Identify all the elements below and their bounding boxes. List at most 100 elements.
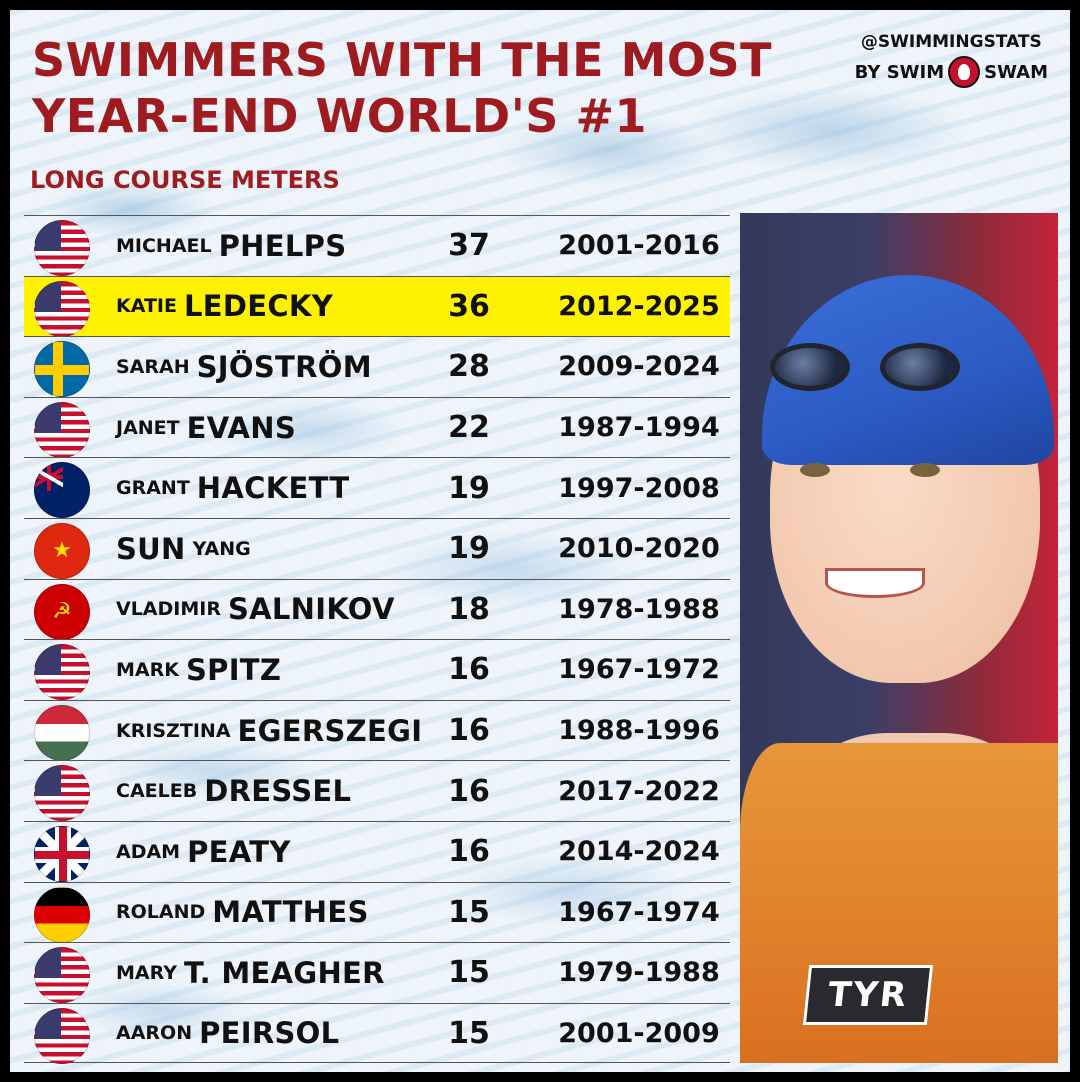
number-one-count: 19 xyxy=(448,531,490,567)
swimmer-first-name: MARK xyxy=(116,658,179,681)
swimmer-first-name: AARON xyxy=(116,1022,193,1045)
year-span: 1979-1988 xyxy=(558,957,720,989)
photo-eye-right xyxy=(910,463,940,477)
goggle-right-icon xyxy=(880,343,960,391)
swimmer-last-name: HACKETT xyxy=(196,471,350,506)
table-row: AARON PEIRSOL 15 2001-2009 xyxy=(24,1002,730,1064)
table-row: SARAH SJÖSTRÖM 28 2009-2024 xyxy=(24,336,730,398)
number-one-count: 37 xyxy=(448,228,490,264)
swimmer-last-name: SJÖSTRÖM xyxy=(196,349,372,384)
flag-hungary-icon xyxy=(34,704,90,761)
flag-usa-icon xyxy=(34,947,90,1004)
tyr-logo: TYR xyxy=(802,965,934,1025)
brand-by-text: BY SWIM xyxy=(854,61,945,83)
table-row: KATIE LEDECKY 36 2012-2025 xyxy=(24,275,730,337)
swimmer-first-name: ROLAND xyxy=(116,901,206,924)
number-one-count: 19 xyxy=(448,470,490,506)
number-one-count: 18 xyxy=(448,591,490,627)
number-one-count: 16 xyxy=(448,773,490,809)
flag-ussr-icon: ☭ xyxy=(34,583,90,640)
number-one-count: 22 xyxy=(448,410,490,446)
swimmer-name: ADAM PEATY xyxy=(116,822,291,882)
swimmer-last-name: PEIRSOL xyxy=(199,1016,340,1051)
swimmer-name: GRANT HACKETT xyxy=(116,458,349,518)
flag-usa-icon xyxy=(34,280,90,337)
number-one-count: 36 xyxy=(448,288,490,324)
page-subtitle: LONG COURSE METERS xyxy=(30,166,340,194)
swimmer-name: MARY T. MEAGHER xyxy=(116,943,385,1003)
table-row: ADAM PEATY 16 2014-2024 xyxy=(24,820,730,882)
swimmer-first-name: SARAH xyxy=(116,355,190,378)
table-row: MARK SPITZ 16 1967-1972 xyxy=(24,639,730,701)
table-row: ★ SUN YANG 19 2010-2020 xyxy=(24,517,730,579)
goggle-left-icon xyxy=(770,343,850,391)
swimmer-first-name: YANG xyxy=(192,537,251,560)
number-one-count: 15 xyxy=(448,1015,490,1051)
table-row: ☭ VLADIMIR SALNIKOV 18 1978-1988 xyxy=(24,578,730,640)
swimmer-name: JANET EVANS xyxy=(116,398,296,458)
year-span: 1997-2008 xyxy=(558,472,720,504)
number-one-count: 28 xyxy=(448,349,490,385)
flag-usa-icon xyxy=(34,401,90,458)
flag-gdr-icon xyxy=(34,886,90,943)
swimmer-last-name: SALNIKOV xyxy=(227,592,395,627)
flag-usa-icon xyxy=(34,765,90,822)
flag-usa-icon xyxy=(34,1007,90,1064)
swimmer-first-name: CAELEB xyxy=(116,780,198,803)
title-line-1: SWIMMERS WITH THE MOST xyxy=(32,33,772,87)
swimmer-name: SUN YANG xyxy=(116,519,251,579)
year-span: 1967-1974 xyxy=(558,896,720,928)
number-one-count: 15 xyxy=(448,894,490,930)
swimmer-first-name: ADAM xyxy=(116,840,181,863)
flag-australia-icon xyxy=(34,462,90,519)
swimmer-name: SARAH SJÖSTRÖM xyxy=(116,337,372,397)
swimmer-last-name: SUN xyxy=(116,531,186,566)
year-span: 1988-1996 xyxy=(558,715,720,747)
swimmer-photo: TYR xyxy=(740,213,1058,1063)
year-span: 2014-2024 xyxy=(558,836,720,868)
flag-sweden-icon xyxy=(34,341,90,398)
swimmer-name: MICHAEL PHELPS xyxy=(116,216,346,276)
number-one-count: 16 xyxy=(448,713,490,749)
brand-handle: @SWIMMINGSTATS xyxy=(860,32,1042,52)
swimswam-logo-icon xyxy=(948,56,981,88)
swimmer-name: ROLAND MATTHES xyxy=(116,883,369,943)
title-line-2: YEAR-END WORLD'S #1 xyxy=(32,89,648,143)
year-span: 2017-2022 xyxy=(558,775,720,807)
swimmer-last-name: EGERSZEGI xyxy=(237,713,423,748)
year-span: 1967-1972 xyxy=(558,654,720,686)
year-span: 1987-1994 xyxy=(558,412,720,444)
table-row: JANET EVANS 22 1987-1994 xyxy=(24,396,730,458)
table-row: ROLAND MATTHES 15 1967-1974 xyxy=(24,881,730,943)
swimmer-name: AARON PEIRSOL xyxy=(116,1004,339,1063)
swimmer-first-name: JANET xyxy=(116,416,180,439)
swimmer-first-name: VLADIMIR xyxy=(116,598,221,621)
swimmer-last-name: LEDECKY xyxy=(183,289,333,324)
year-span: 2012-2025 xyxy=(558,290,720,322)
year-span: 2009-2024 xyxy=(558,351,720,383)
swimmer-last-name: T. MEAGHER xyxy=(183,955,385,990)
ranking-table: MICHAEL PHELPS 37 2001-2016 KATIE LEDECKY 36 20… xyxy=(24,215,730,1064)
flag-china-icon: ★ xyxy=(34,522,90,579)
swimmer-last-name: PEATY xyxy=(187,834,291,869)
infographic-frame: SWIMMERS WITH THE MOST YEAR-END WORLD'S … xyxy=(10,10,1070,1072)
swimmer-first-name: MICHAEL xyxy=(116,234,212,257)
flag-usa-icon xyxy=(34,644,90,701)
number-one-count: 16 xyxy=(448,834,490,870)
table-row: KRISZTINA EGERSZEGI 16 1988-1996 xyxy=(24,699,730,761)
year-span: 1978-1988 xyxy=(558,593,720,625)
year-span: 2001-2009 xyxy=(558,1017,720,1049)
swimmer-name: MARK SPITZ xyxy=(116,640,281,700)
swimmer-name: KRISZTINA EGERSZEGI xyxy=(116,701,422,761)
number-one-count: 16 xyxy=(448,652,490,688)
swimmer-name: VLADIMIR SALNIKOV xyxy=(116,580,395,640)
brand-swam-text: SWAM xyxy=(984,61,1048,83)
swimmer-last-name: SPITZ xyxy=(185,652,282,687)
swimmer-last-name: DRESSEL xyxy=(204,774,352,809)
table-row: GRANT HACKETT 19 1997-2008 xyxy=(24,457,730,519)
swimmer-name: KATIE LEDECKY xyxy=(116,277,333,337)
year-span: 2010-2020 xyxy=(558,533,720,565)
number-one-count: 15 xyxy=(448,955,490,991)
flag-usa-icon xyxy=(34,220,90,276)
year-span: 2001-2016 xyxy=(558,230,720,262)
